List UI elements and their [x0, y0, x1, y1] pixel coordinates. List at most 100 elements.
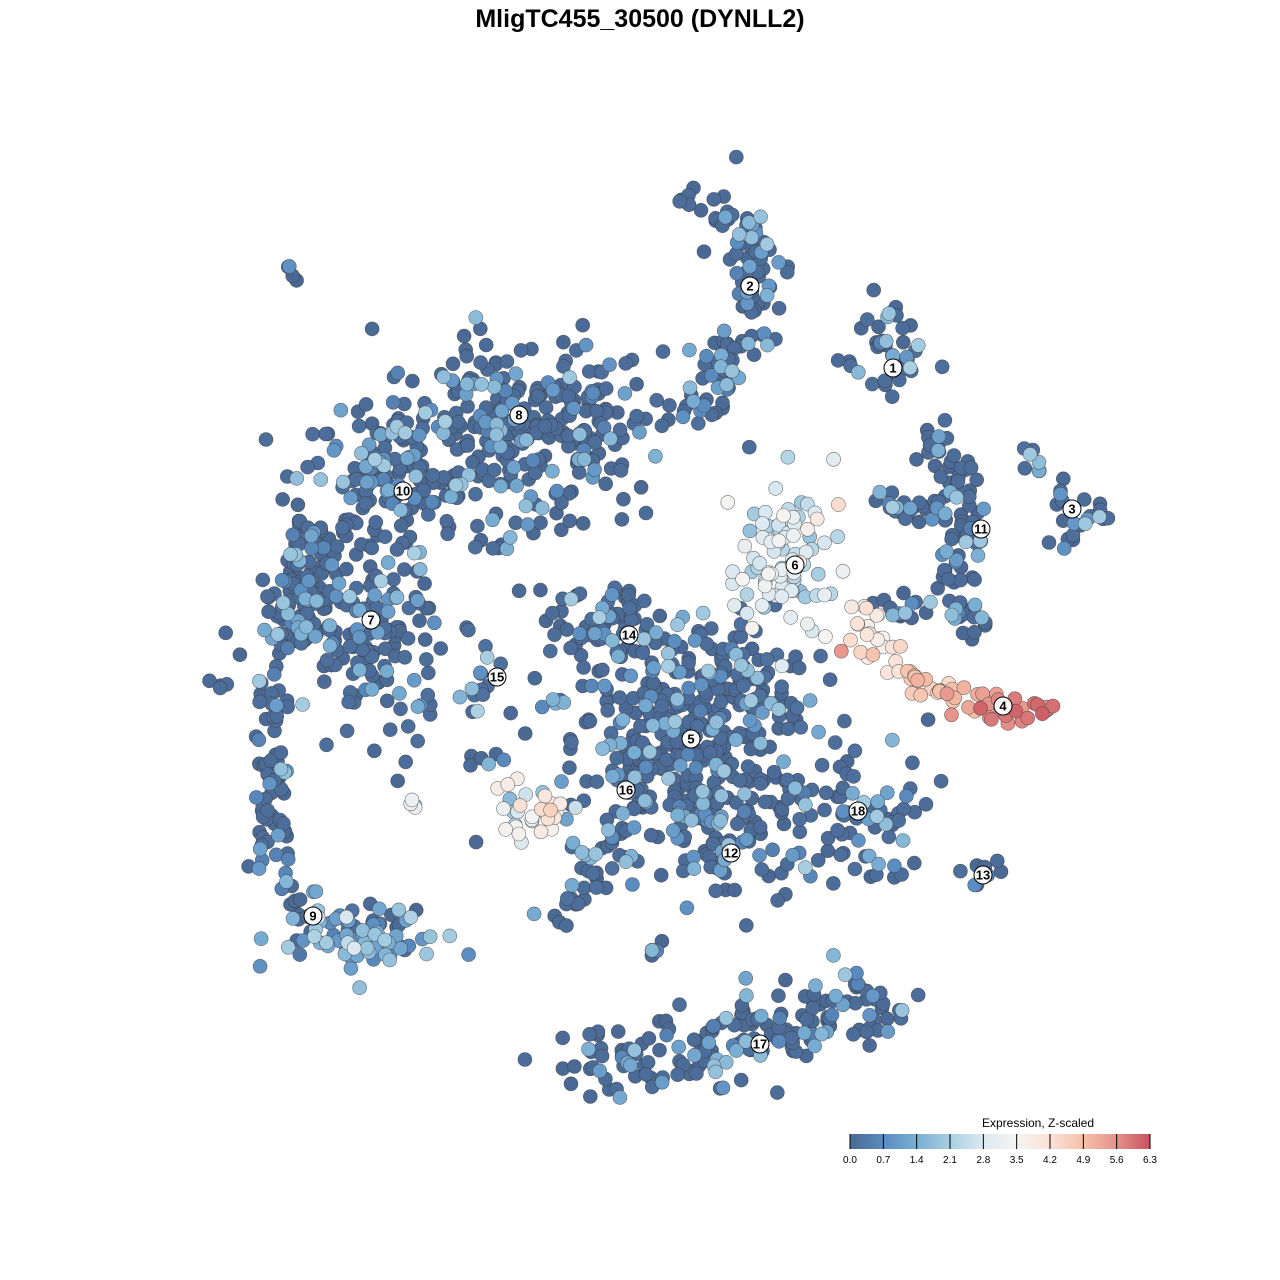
cell-point: [470, 703, 485, 719]
cell-point: [780, 449, 796, 465]
cell-point: [765, 842, 780, 858]
cell-point: [566, 400, 581, 416]
cluster-label-circle: [848, 801, 868, 821]
cell-point: [368, 514, 384, 530]
cell-point: [820, 830, 836, 846]
cell-point: [813, 648, 828, 664]
cell-point: [665, 823, 681, 838]
cell-point: [953, 863, 968, 879]
cell-point: [789, 700, 805, 716]
cell-point: [742, 713, 758, 728]
cell-point: [343, 961, 359, 976]
cell-point: [585, 385, 601, 401]
cell-point: [417, 576, 432, 591]
cell-point: [742, 523, 758, 539]
cell-point: [946, 448, 962, 463]
cell-point: [255, 572, 271, 588]
cell-point: [218, 625, 233, 641]
cell-point: [269, 698, 284, 713]
cell-point: [533, 515, 548, 531]
cell-point: [419, 946, 434, 962]
cell-point: [559, 891, 575, 906]
cell-point: [609, 750, 625, 766]
cluster-label-1: 1: [883, 358, 903, 378]
cell-point: [648, 448, 663, 464]
cell-point: [418, 405, 433, 421]
cell-point: [878, 333, 894, 349]
cell-point: [687, 633, 703, 648]
cell-point: [771, 988, 786, 1004]
cell-point: [956, 680, 972, 696]
cell-point: [489, 427, 504, 443]
cell-point: [600, 703, 616, 718]
cell-point: [232, 647, 248, 663]
cell-point: [518, 498, 534, 514]
cell-point: [646, 660, 662, 675]
cell-point: [604, 587, 620, 602]
legend-tick-label: 4.9: [1076, 1155, 1090, 1166]
cell-point: [502, 530, 518, 545]
cell-point: [618, 356, 634, 371]
cell-point: [759, 236, 775, 252]
cell-point: [333, 402, 349, 418]
cell-point: [798, 797, 813, 813]
cluster-label-text: 6: [791, 558, 798, 573]
cell-point: [319, 737, 334, 753]
cell-point: [589, 403, 605, 419]
cell-point: [753, 735, 768, 751]
cell-point: [578, 337, 594, 353]
cell-point: [895, 320, 910, 336]
cell-point: [563, 1076, 579, 1092]
cell-point: [740, 336, 756, 351]
cell-point: [591, 610, 607, 625]
cell-point: [692, 703, 708, 719]
cell-point: [944, 707, 959, 723]
cluster-label-7: 7: [361, 610, 381, 630]
cell-point: [741, 439, 757, 455]
cluster-label-5: 5: [681, 729, 701, 749]
cell-point: [934, 359, 950, 375]
cluster-label-text: 7: [367, 613, 374, 628]
cell-point: [802, 693, 818, 708]
cell-point: [830, 497, 846, 512]
cell-point: [545, 692, 561, 707]
cell-point: [527, 465, 543, 481]
cell-point: [352, 980, 367, 996]
cell-point: [508, 515, 524, 531]
cell-point: [339, 723, 355, 739]
cell-point: [252, 673, 267, 689]
cell-point: [582, 1089, 598, 1104]
cell-point: [771, 533, 787, 549]
cell-point: [969, 472, 985, 488]
cell-point: [437, 414, 453, 429]
cell-point: [636, 631, 652, 647]
cell-point: [869, 608, 885, 623]
cell-point: [354, 642, 370, 657]
chart-title: MligTC455_30500 (DYNLL2): [475, 5, 804, 33]
cell-point: [642, 744, 658, 760]
cell-point: [307, 628, 323, 644]
cluster-label-text: 4: [999, 699, 1007, 714]
cell-point: [879, 1011, 895, 1027]
cluster-label-text: 11: [974, 522, 988, 537]
cell-point: [814, 757, 830, 773]
cell-point: [500, 777, 516, 792]
cell-point: [754, 598, 770, 613]
cell-point: [533, 824, 549, 840]
cell-point: [671, 1039, 687, 1055]
cell-point: [667, 633, 682, 649]
cell-point: [545, 605, 560, 621]
cluster-label-text: 13: [976, 868, 990, 883]
cell-point: [811, 724, 826, 740]
cell-point: [800, 616, 815, 632]
cell-point: [728, 732, 744, 748]
cell-point: [597, 678, 612, 694]
cell-point: [933, 773, 949, 789]
cell-point: [744, 620, 760, 636]
cell-point: [772, 1010, 788, 1026]
cell-point: [280, 939, 296, 955]
cell-point: [779, 264, 795, 280]
cell-point: [567, 1059, 582, 1074]
cluster-label-circle: [785, 555, 805, 575]
cell-point: [735, 571, 750, 587]
